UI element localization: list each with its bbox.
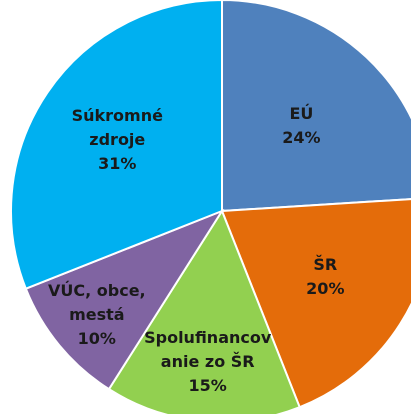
slice-category: EÚ — [289, 104, 314, 124]
slice-value: 31% — [98, 153, 137, 173]
pie-slice — [10, 0, 223, 290]
data-label: VÚC, obce, mestá 10% — [37, 279, 157, 351]
pie-slice — [24, 208, 225, 391]
slice-category: Súkromné zdroje — [71, 105, 163, 149]
slice-category: ŠR — [313, 254, 338, 274]
slice-value: 20% — [306, 278, 345, 298]
slice-value: 10% — [77, 328, 116, 348]
data-label: EÚ 24% — [261, 102, 341, 150]
data-label: Spolufinancovanie zo ŠR 15% — [144, 326, 272, 398]
pie-slice — [221, 0, 411, 213]
slice-category: Spolufinancovanie zo ŠR — [144, 328, 272, 372]
pie-slice — [107, 208, 301, 414]
slice-category: VÚC, obce, mestá — [48, 280, 146, 324]
slice-value: 24% — [282, 128, 321, 148]
data-label: ŠR 20% — [285, 253, 365, 301]
slice-value: 15% — [188, 376, 227, 396]
pie-slice — [220, 198, 411, 409]
data-label: Súkromné zdroje 31% — [62, 104, 172, 176]
